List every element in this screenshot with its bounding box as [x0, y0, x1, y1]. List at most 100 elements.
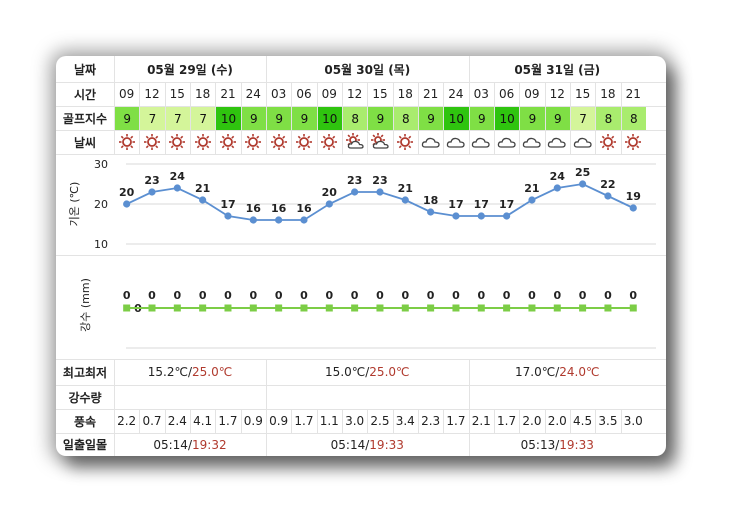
column-divider: [341, 409, 343, 433]
wind-speed-cell: 1.7: [446, 414, 466, 428]
temperature-point: [275, 216, 283, 224]
column-divider: [595, 82, 597, 154]
column-divider: [417, 82, 419, 154]
rainfall-data-label: 0: [300, 289, 308, 302]
time-cell: 03: [270, 87, 287, 101]
temperature-point: [528, 196, 536, 204]
golf-index-cell: 9: [241, 107, 266, 130]
temperature-data-label: 21: [524, 182, 539, 195]
separator: /: [187, 365, 192, 379]
temperature-point: [452, 212, 460, 220]
temperature-data-label: 23: [144, 174, 159, 187]
sun-icon: [266, 130, 291, 154]
rainfall-data-label: 0: [604, 289, 612, 302]
column-divider: [265, 409, 267, 433]
wind-speed-cell: 0.9: [269, 414, 289, 428]
golf-index-cell: 9: [292, 107, 317, 130]
rainfall-data-label: 0: [579, 289, 587, 302]
column-divider: [493, 409, 495, 433]
rainfall-point: [123, 304, 131, 312]
column-divider: [341, 82, 343, 154]
temperature-point: [604, 192, 612, 200]
rainfall-data-label: 0: [351, 289, 359, 302]
column-divider: [620, 409, 622, 433]
column-divider: [392, 409, 394, 433]
time-cell: 09: [524, 87, 540, 101]
column-divider: [519, 409, 521, 433]
row-divider: [56, 409, 666, 410]
rainfall-point: [629, 304, 637, 312]
y-axis-label: 강수 (mm): [79, 278, 92, 332]
golf-index-cell: 9: [368, 107, 393, 130]
cloudy-icon: [545, 130, 570, 154]
wind-speed-cell: 1.7: [294, 414, 314, 428]
column-divider: [265, 82, 267, 154]
column-divider: [544, 82, 546, 154]
row-label-rainfall: 강수량: [68, 390, 102, 405]
temperature-data-label: 20: [119, 186, 135, 199]
row-label-sunrise-sunset: 일출일몰: [62, 438, 108, 452]
column-divider: [316, 82, 318, 154]
rainfall-point: [275, 304, 283, 312]
column-divider: [569, 82, 571, 154]
cloudy-icon: [443, 130, 468, 154]
sun-icon: [595, 130, 620, 154]
rainfall-data-label: 0: [275, 289, 283, 302]
temperature-point: [376, 188, 384, 196]
temperature-point: [351, 188, 359, 196]
rainfall-data-label: 0: [173, 289, 181, 302]
rainfall-point: [376, 304, 384, 312]
temperature-point: [300, 216, 308, 224]
rainfall-data-label: 0: [427, 289, 435, 302]
sun-icon: [114, 130, 139, 154]
temperature-data-label: 18: [423, 194, 438, 207]
rainfall-data-label: 0: [376, 289, 384, 302]
cloudy-icon: [494, 130, 519, 154]
rainfall-data-label: 0: [629, 289, 637, 302]
temperature-data-label: 17: [448, 198, 463, 211]
wind-speed-cell: 3.5: [598, 414, 618, 428]
rainfall-point: [503, 304, 511, 312]
rainfall-data-label: 0: [325, 289, 333, 302]
partly-cloudy-icon: [342, 130, 367, 154]
column-divider: [164, 82, 166, 154]
golf-index-cell: 9: [469, 107, 494, 130]
time-cell: 15: [372, 87, 388, 101]
temperature-data-label: 22: [600, 178, 615, 191]
temperature-point: [503, 212, 511, 220]
row-divider: [56, 154, 666, 155]
time-cell: 12: [549, 87, 565, 101]
rainfall-point: [199, 304, 207, 312]
row-divider: [56, 106, 666, 107]
wind-speed-cell: 3.0: [345, 414, 365, 428]
time-cell: 18: [195, 87, 211, 101]
column-divider: [189, 409, 191, 433]
temperature-data-label: 23: [372, 174, 387, 187]
golf-index-cell: 10: [494, 107, 520, 130]
temperature-data-label: 16: [271, 202, 287, 215]
cloudy-icon: [469, 130, 494, 154]
day-header: 05월 30일 (목): [324, 62, 411, 77]
rainfall-point: [224, 304, 232, 312]
weather-forecast-card: 날짜 시간 골프지수 날씨 최고최저 강수량 풍속 일출일몰 05월 29일 (…: [56, 56, 666, 456]
column-divider: [291, 409, 293, 433]
sun-icon: [317, 130, 342, 154]
row-label-time: 시간: [73, 87, 97, 102]
golf-index-cell: 9: [115, 107, 140, 130]
temperature-point: [148, 188, 156, 196]
column-divider: [468, 409, 470, 433]
golf-index-cell: 9: [266, 107, 292, 130]
max-temp: 24.0℃: [559, 365, 600, 379]
column-divider: [443, 82, 445, 154]
day-minmax: 15.2℃/25.0℃: [114, 359, 266, 385]
day-divider: [265, 433, 267, 456]
rainfall-point: [427, 304, 435, 312]
row-label-minmax: 최고최저: [62, 365, 108, 380]
column-divider: [569, 409, 571, 433]
column-divider: [240, 409, 242, 433]
cloudy-icon: [418, 130, 443, 154]
cloudy-icon: [570, 130, 595, 154]
golf-index-cell: 8: [342, 107, 368, 130]
sun-icon: [393, 130, 418, 154]
golf-index-cell: 10: [216, 107, 241, 130]
